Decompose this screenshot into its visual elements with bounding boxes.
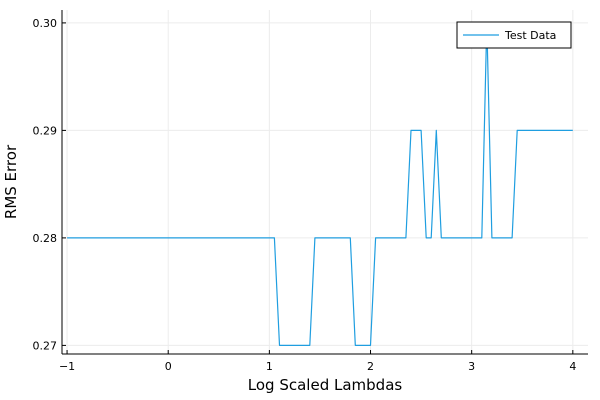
- legend-label-test-data: Test Data: [504, 29, 556, 42]
- y-tick-label: 0.29: [33, 124, 58, 137]
- series-layer: [67, 22, 573, 346]
- y-axis-title: RMS Error: [2, 144, 20, 219]
- y-tick-label: 0.28: [33, 232, 58, 245]
- x-tick-label: 3: [468, 360, 475, 373]
- grid: [62, 10, 588, 354]
- axes: [61, 10, 588, 355]
- y-ticks: 0.27 0.28 0.29 0.30: [33, 17, 66, 352]
- y-tick-label: 0.30: [33, 17, 58, 30]
- y-tick-label: 0.27: [33, 339, 58, 352]
- x-tick-label: −1: [59, 360, 75, 373]
- legend: Test Data: [456, 21, 572, 49]
- x-ticks: −1 0 1 2 3 4: [59, 350, 576, 373]
- x-tick-label: 4: [569, 360, 576, 373]
- x-tick-label: 2: [367, 360, 374, 373]
- x-tick-label: 0: [165, 360, 172, 373]
- x-tick-label: 1: [266, 360, 273, 373]
- x-axis-title: Log Scaled Lambdas: [248, 376, 403, 394]
- series-line-test-data: [67, 22, 573, 346]
